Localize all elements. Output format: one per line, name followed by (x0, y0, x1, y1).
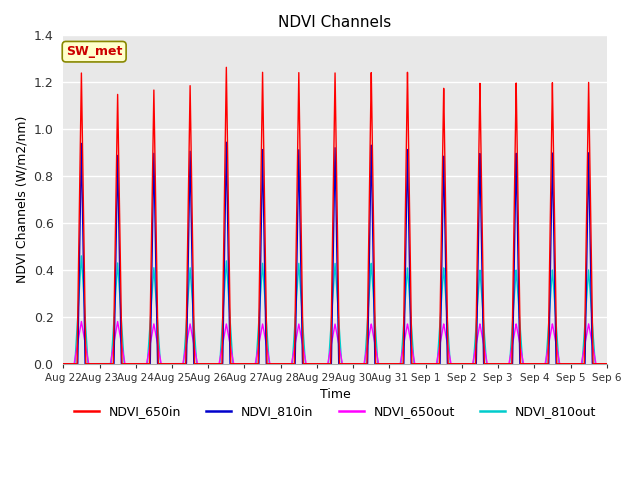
NDVI_810in (601, 361, 609, 367)
NDVI_810in (60, 361, 67, 367)
NDVI_810out (176, 361, 184, 367)
NDVI_650out (487, 361, 495, 367)
NDVI_810out (410, 360, 418, 366)
Legend: NDVI_650in, NDVI_810in, NDVI_650out, NDVI_810out: NDVI_650in, NDVI_810in, NDVI_650out, NDV… (68, 400, 601, 423)
Y-axis label: NDVI Channels (W/m2/nm): NDVI Channels (W/m2/nm) (15, 116, 28, 283)
NDVI_650out (263, 344, 271, 350)
NDVI_810out (170, 361, 178, 367)
NDVI_650out (603, 361, 611, 367)
NDVI_810in (170, 361, 178, 367)
NDVI_810out (263, 325, 271, 331)
NDVI_650out (601, 361, 609, 367)
NDVI_650out (170, 361, 178, 367)
NDVI_650in (170, 361, 178, 367)
NDVI_650out (60, 361, 67, 367)
NDVI_650in (603, 361, 611, 367)
NDVI_810out (77, 253, 85, 259)
Text: SW_met: SW_met (66, 45, 122, 58)
NDVI_810in (176, 361, 184, 367)
NDVI_650out (410, 357, 418, 362)
Line: NDVI_650out: NDVI_650out (63, 322, 607, 364)
NDVI_650in (176, 361, 184, 367)
NDVI_810in (487, 361, 495, 367)
Title: NDVI Channels: NDVI Channels (278, 15, 392, 30)
X-axis label: Time: Time (319, 388, 350, 401)
NDVI_810in (263, 361, 271, 367)
NDVI_810in (410, 361, 418, 367)
NDVI_650in (60, 361, 67, 367)
NDVI_650in (487, 361, 495, 367)
NDVI_650in (223, 64, 230, 70)
NDVI_650in (410, 361, 418, 367)
NDVI_810out (601, 361, 609, 367)
Line: NDVI_810out: NDVI_810out (63, 256, 607, 364)
NDVI_650in (601, 361, 609, 367)
NDVI_810out (487, 361, 495, 367)
NDVI_650in (263, 353, 271, 359)
NDVI_650out (77, 319, 85, 324)
NDVI_650out (176, 361, 184, 367)
NDVI_810out (60, 361, 67, 367)
Line: NDVI_810in: NDVI_810in (63, 142, 607, 364)
NDVI_810in (223, 139, 230, 145)
Line: NDVI_650in: NDVI_650in (63, 67, 607, 364)
NDVI_810in (603, 361, 611, 367)
NDVI_810out (603, 361, 611, 367)
